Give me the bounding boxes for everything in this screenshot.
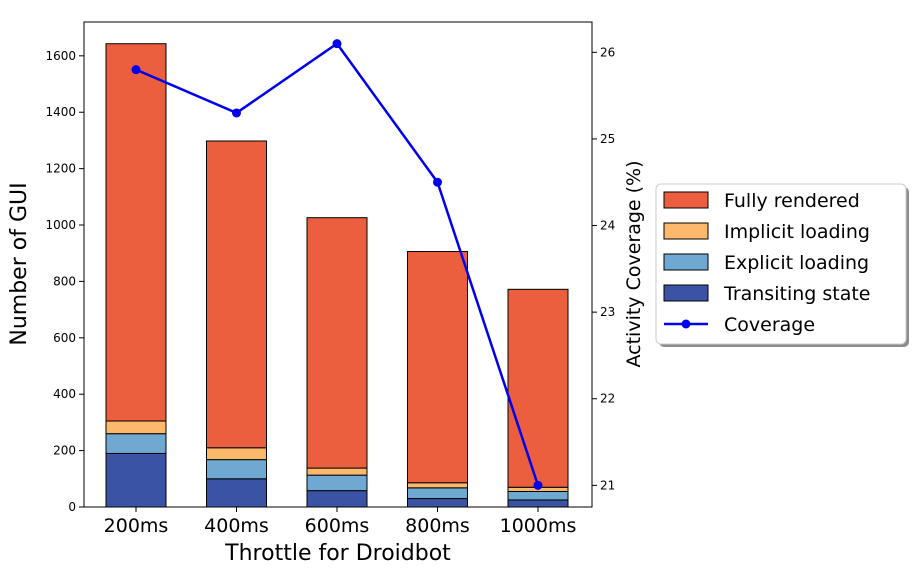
- legend-label-fully-rendered: Fully rendered: [724, 190, 860, 212]
- bar-fully-rendered-1000ms: [507, 288, 569, 488]
- coverage-point-200ms: [131, 65, 141, 75]
- legend-swatch-coverage-marker: [681, 319, 691, 329]
- bar-transiting-state-400ms: [206, 478, 267, 508]
- y-right-tick-label: 26: [600, 45, 615, 59]
- bar-transiting-state-1000ms: [507, 499, 569, 508]
- y-right-tick-label: 22: [600, 392, 615, 406]
- y-right-tick-label: 25: [600, 132, 615, 146]
- y-right-tick-label: 21: [600, 478, 615, 492]
- plot-frame: [83, 21, 593, 508]
- legend-swatch-transiting-state: [663, 284, 709, 302]
- bar-implicit-loading-400ms: [206, 447, 267, 461]
- right-axis: 21 22 23 24 25 26: [592, 45, 615, 492]
- legend-swatch-implicit-loading: [663, 222, 709, 240]
- bar-explicit-loading-800ms: [407, 487, 468, 500]
- legend-swatch-fully-rendered: [663, 191, 709, 209]
- y-tick-label: 1400: [45, 105, 76, 119]
- legend-label-implicit-loading: Implicit loading: [724, 221, 870, 243]
- y-tick-label: 1000: [45, 218, 76, 232]
- bar-implicit-loading-600ms: [306, 467, 368, 476]
- y-tick-label: 200: [53, 444, 76, 458]
- coverage-point-400ms: [232, 108, 241, 118]
- bar-implicit-loading-200ms: [105, 420, 167, 435]
- y-right-tick-label: 23: [600, 305, 615, 319]
- bar-explicit-loading-1000ms: [507, 490, 569, 501]
- coverage-line-layer: [131, 39, 543, 490]
- coverage-point-600ms: [332, 39, 342, 49]
- y-tick-label: 400: [53, 387, 76, 401]
- legend-label-coverage: Coverage: [724, 314, 815, 336]
- bar-explicit-loading-600ms: [306, 474, 368, 492]
- bar-fully-rendered-400ms: [206, 140, 267, 449]
- x-tick-label: 200ms: [104, 515, 169, 537]
- x-tick-label: 800ms: [405, 515, 470, 537]
- x-axis: 200ms 400ms 600ms 800ms 1000ms: [104, 507, 577, 537]
- legend-box: [655, 183, 907, 345]
- bar-transiting-state-600ms: [306, 490, 368, 508]
- bar-fully-rendered-600ms: [306, 217, 368, 469]
- legend-swatch-explicit-loading: [663, 253, 709, 271]
- bar-fully-rendered-200ms: [105, 43, 167, 422]
- bar-transiting-state-200ms: [105, 452, 167, 508]
- x-tick-label: 1000ms: [500, 515, 577, 537]
- x-tick-label: 600ms: [305, 515, 370, 537]
- y-tick-label: 0: [68, 500, 76, 514]
- x-axis-label: Throttle for Droidbot: [224, 541, 451, 566]
- y-tick-label: 600: [53, 331, 76, 345]
- y-right-tick-label: 24: [600, 219, 615, 233]
- coverage-point-1000ms: [533, 480, 543, 490]
- legend: Fully rendered Implicit loading Explicit l…: [655, 183, 909, 347]
- x-tick-label: 400ms: [204, 515, 269, 537]
- y-axis-label-right: Activity Coverage (%): [623, 160, 645, 367]
- y-tick-label: 1600: [45, 49, 76, 63]
- y-tick-label: 800: [53, 274, 76, 288]
- bars-layer: [105, 43, 569, 508]
- y-axis-label: Number of GUI: [7, 182, 32, 345]
- bar-explicit-loading-400ms: [206, 459, 267, 480]
- coverage-point-800ms: [433, 177, 442, 187]
- legend-label-explicit-loading: Explicit loading: [724, 252, 869, 274]
- legend-label-transiting-state: Transiting state: [723, 283, 871, 305]
- bar-fully-rendered-800ms: [407, 251, 468, 484]
- bar-explicit-loading-200ms: [105, 433, 167, 454]
- left-axis: 0 200 400 600 800 1000 1200 1400 1600: [45, 49, 84, 514]
- y-tick-label: 1200: [45, 162, 76, 176]
- bar-implicit-loading-800ms: [407, 482, 468, 489]
- bar-transiting-state-800ms: [407, 498, 468, 508]
